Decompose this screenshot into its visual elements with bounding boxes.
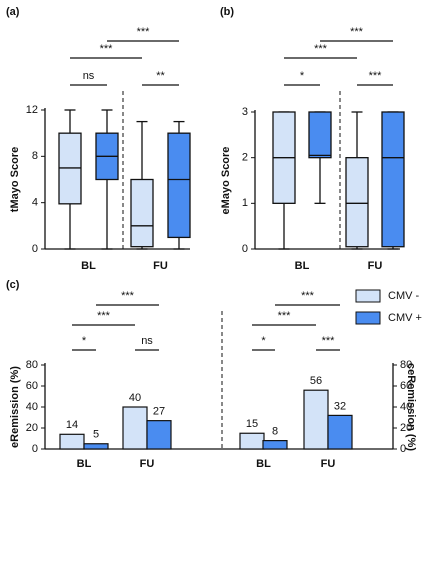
panel-label: (b) xyxy=(220,6,234,18)
y-tick-label: 0 xyxy=(32,443,38,455)
significance-label: ns xyxy=(141,335,153,347)
legend-swatch xyxy=(355,289,381,303)
data-label: 15 xyxy=(246,418,258,430)
panel-label: (c) xyxy=(6,279,20,291)
y-tick-label: 12 xyxy=(26,104,38,116)
y-tick-label: 0 xyxy=(32,243,38,255)
x-tick-label: FU xyxy=(368,260,383,272)
axis-title: eMayo Score xyxy=(220,147,232,215)
y-tick-label: 3 xyxy=(242,106,248,118)
box xyxy=(308,111,332,159)
y-tick-label: 8 xyxy=(32,150,38,162)
legend-swatch xyxy=(355,311,381,325)
x-tick-label: FU xyxy=(153,260,168,272)
y-tick-label: 1 xyxy=(242,197,248,209)
significance-label: * xyxy=(261,335,266,347)
panel-label: (a) xyxy=(6,6,20,18)
data-label: 5 xyxy=(93,429,99,441)
data-label: 32 xyxy=(334,400,346,412)
x-tick-label: BL xyxy=(77,458,92,470)
significance-label: *** xyxy=(314,43,328,55)
box xyxy=(345,157,369,248)
significance-label: * xyxy=(300,70,305,82)
significance-label: *** xyxy=(301,290,315,302)
bar xyxy=(303,389,329,450)
significance-label: *** xyxy=(97,310,111,322)
y-tick-label: 40 xyxy=(26,401,38,413)
bar xyxy=(83,443,109,450)
y-tick-label: 80 xyxy=(26,359,38,371)
data-label: 14 xyxy=(66,419,78,431)
bar xyxy=(239,432,265,450)
significance-label: *** xyxy=(121,290,135,302)
x-tick-label: BL xyxy=(256,458,271,470)
y-tick-label: 60 xyxy=(26,380,38,392)
axis-title: eRemission (%) xyxy=(9,366,21,448)
significance-label: * xyxy=(82,335,87,347)
bar xyxy=(59,433,85,450)
box xyxy=(167,132,191,239)
bar xyxy=(327,414,353,450)
significance-label: *** xyxy=(369,70,383,82)
y-tick-label: 20 xyxy=(400,422,412,434)
y-tick-label: 40 xyxy=(400,401,412,413)
y-tick-label: 4 xyxy=(32,197,38,209)
data-label: 40 xyxy=(129,392,141,404)
data-label: 27 xyxy=(153,406,165,418)
bar xyxy=(122,406,148,450)
y-tick-label: 60 xyxy=(400,380,412,392)
box xyxy=(130,178,154,248)
x-tick-label: BL xyxy=(295,260,310,272)
data-label: 8 xyxy=(272,426,278,438)
box xyxy=(381,111,405,248)
y-tick-label: 0 xyxy=(242,243,248,255)
y-tick-label: 2 xyxy=(242,152,248,164)
significance-label: *** xyxy=(350,26,364,38)
axis-title: ceRemission (%) xyxy=(405,363,417,451)
bar xyxy=(146,420,172,450)
significance-label: *** xyxy=(100,43,114,55)
y-tick-label: 80 xyxy=(400,359,412,371)
significance-label: *** xyxy=(137,26,151,38)
bar xyxy=(262,440,288,450)
x-tick-label: FU xyxy=(140,458,155,470)
significance-label: *** xyxy=(322,335,336,347)
x-tick-label: BL xyxy=(81,260,96,272)
axis-title: tMayo Score xyxy=(9,147,21,212)
significance-label: *** xyxy=(278,310,292,322)
significance-label: ** xyxy=(156,70,165,82)
data-label: 56 xyxy=(310,375,322,387)
legend-label: CMV + xyxy=(388,312,422,324)
legend-label: CMV - xyxy=(388,290,420,302)
y-tick-label: 0 xyxy=(400,443,406,455)
x-tick-label: FU xyxy=(321,458,336,470)
y-tick-label: 20 xyxy=(26,422,38,434)
significance-label: ns xyxy=(83,70,95,82)
